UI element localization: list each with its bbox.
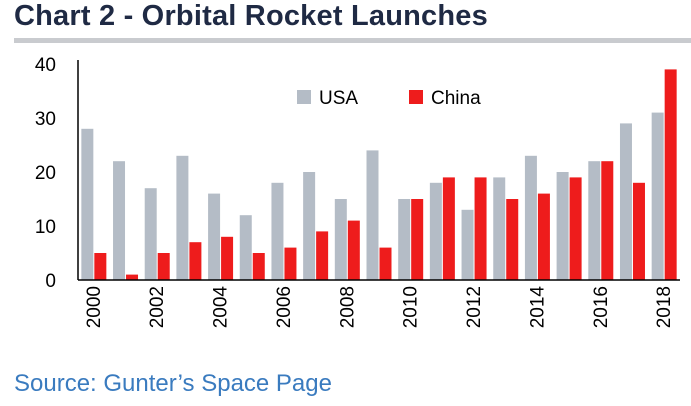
bar-china-2008 — [347, 220, 360, 280]
bar-usa-2001 — [113, 161, 126, 280]
legend-label-usa: USA — [319, 88, 358, 109]
x-tick-label: 2002 — [147, 286, 168, 328]
bar-china-2001 — [126, 274, 139, 280]
bar-china-2005 — [252, 253, 265, 280]
x-tick-label: 2018 — [654, 286, 675, 328]
bar-usa-2012 — [461, 209, 474, 280]
legend-label-china: China — [431, 88, 481, 109]
legend-swatch-china — [409, 90, 423, 104]
legend-swatch-usa — [297, 90, 311, 104]
bar-china-2007 — [316, 231, 329, 280]
bar-china-2004 — [221, 236, 234, 280]
bar-usa-2017 — [619, 123, 632, 281]
bar-usa-2002 — [144, 188, 157, 280]
bar-usa-2016 — [588, 161, 601, 280]
bar-usa-2006 — [271, 182, 284, 280]
bar-usa-2000 — [81, 128, 94, 280]
y-tick-label: 40 — [35, 55, 56, 76]
bar-china-2002 — [157, 253, 170, 280]
bar-china-2009 — [379, 247, 392, 280]
axes-group — [77, 60, 680, 281]
bar-usa-2003 — [176, 155, 189, 280]
bar-usa-2015 — [556, 172, 569, 280]
x-tick-label: 2016 — [591, 286, 612, 328]
bar-china-2017 — [632, 182, 645, 280]
bar-usa-2007 — [303, 172, 316, 280]
x-tick-label: 2010 — [401, 286, 422, 328]
bar-usa-2004 — [208, 193, 221, 280]
x-tick-label: 2004 — [211, 286, 232, 329]
y-tick-label: 10 — [35, 217, 56, 238]
source-note: Source: Gunter’s Space Page — [14, 370, 332, 397]
bar-china-2006 — [284, 247, 297, 280]
bars-group — [81, 69, 677, 281]
bar-china-2000 — [94, 253, 107, 280]
x-tick-label: 2000 — [84, 286, 105, 328]
bar-usa-2009 — [366, 150, 379, 280]
bar-usa-2014 — [524, 155, 537, 280]
bar-usa-2011 — [429, 182, 442, 280]
y-tick-label: 20 — [35, 163, 56, 184]
y-tick-label: 0 — [45, 271, 56, 292]
bar-china-2016 — [601, 161, 614, 280]
bar-china-2013 — [506, 199, 519, 280]
legend: USA China — [297, 88, 481, 109]
chart-title: Chart 2 - Orbital Rocket Launches — [14, 0, 488, 32]
bar-china-2012 — [474, 177, 487, 280]
y-tick-label: 30 — [35, 109, 56, 130]
bar-china-2014 — [537, 193, 550, 280]
y-tick-labels: 0 10 20 30 40 — [35, 55, 56, 292]
x-tick-label: 2008 — [337, 286, 358, 328]
bar-china-2011 — [442, 177, 455, 280]
x-tick-label: 2006 — [274, 286, 295, 328]
bar-usa-2018 — [651, 112, 664, 280]
title-underline — [14, 38, 691, 43]
x-tick-labels: 2000 2002 2004 2006 2008 2010 2012 2014 2016 2018 — [84, 286, 675, 329]
bar-usa-2013 — [493, 177, 506, 280]
bar-usa-2005 — [239, 215, 252, 280]
x-tick-label: 2012 — [464, 286, 485, 328]
bar-china-2015 — [569, 177, 582, 280]
bar-usa-2010 — [398, 199, 411, 280]
bar-china-2003 — [189, 242, 202, 280]
bar-china-2018 — [664, 69, 677, 281]
bar-usa-2008 — [334, 199, 347, 280]
x-tick-label: 2014 — [527, 286, 548, 329]
bar-china-2010 — [411, 199, 424, 280]
